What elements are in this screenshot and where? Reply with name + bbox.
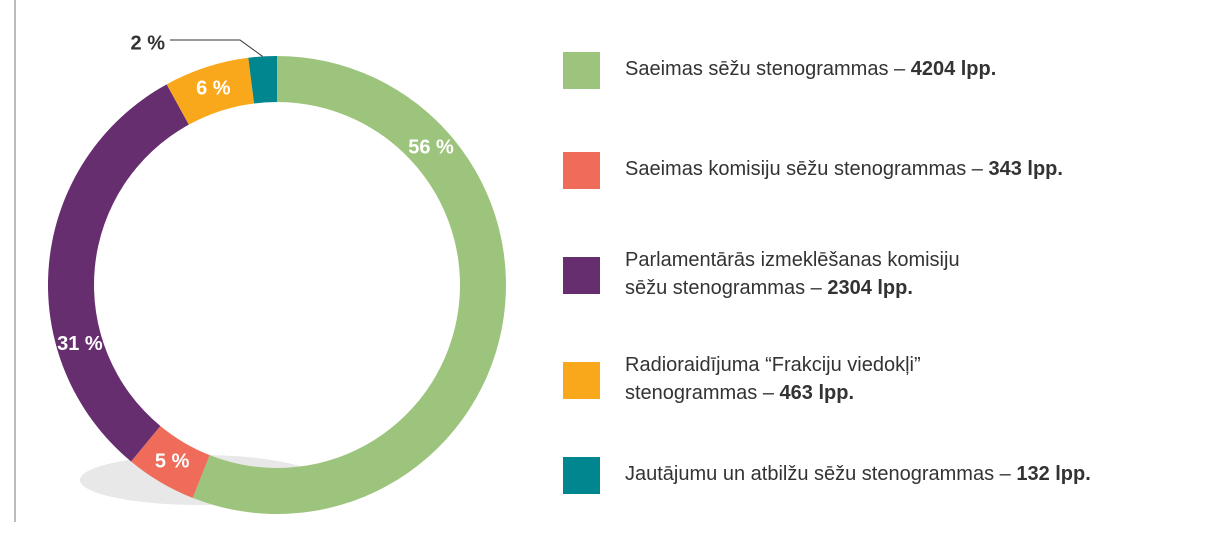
donut-segment bbox=[131, 426, 210, 498]
outside-label: 2 % bbox=[131, 32, 166, 54]
legend-swatch bbox=[563, 457, 600, 494]
legend-text: Radioraidījuma “Frakciju viedokļi” stenog… bbox=[625, 354, 921, 404]
legend-pages: 4204 lpp. bbox=[911, 58, 997, 80]
leader-line bbox=[170, 39, 263, 57]
donut-segment bbox=[248, 56, 277, 104]
segment-label: 6 % bbox=[196, 77, 231, 99]
legend-swatch bbox=[563, 52, 600, 89]
legend-text: Saeimas sēžu stenogrammas – 4204 lpp. bbox=[625, 58, 996, 80]
donut-segment bbox=[47, 84, 189, 462]
legend-pages: 132 lpp. bbox=[1016, 463, 1090, 485]
legend-line: Radioraidījuma “Frakciju viedokļi” bbox=[625, 354, 921, 376]
legend-line: Parlamentārās izmeklēšanas komisiju bbox=[625, 249, 960, 271]
legend-swatch bbox=[563, 257, 600, 294]
segment-label: 56 % bbox=[408, 136, 454, 158]
legend-line: sēžu stenogrammas – bbox=[625, 277, 823, 299]
donut-segment bbox=[166, 57, 255, 125]
legend-text: Saeimas komisiju sēžu stenogrammas – 343… bbox=[625, 158, 1063, 180]
segment-label: 31 % bbox=[57, 333, 103, 355]
legend-line: Jautājumu un atbilžu sēžu stenogrammas – bbox=[625, 463, 1012, 485]
segment-label: 5 % bbox=[155, 451, 190, 473]
legend-line: Saeimas komisiju sēžu stenogrammas – bbox=[625, 158, 984, 180]
legend-swatch bbox=[563, 362, 600, 399]
legend-text: Parlamentārās izmeklēšanas komisiju sēžu … bbox=[625, 249, 960, 299]
legend-pages: 2304 lpp. bbox=[827, 277, 913, 299]
legend-pages: 343 lpp. bbox=[988, 158, 1062, 180]
legend-pages: 463 lpp. bbox=[780, 382, 854, 404]
legend-line: stenogrammas – bbox=[625, 382, 775, 404]
donut-segment bbox=[192, 56, 506, 514]
legend-text: Jautājumu un atbilžu sēžu stenogrammas –… bbox=[625, 463, 1091, 485]
legend-swatch bbox=[563, 152, 600, 189]
legend-line: Saeimas sēžu stenogrammas – bbox=[625, 58, 906, 80]
